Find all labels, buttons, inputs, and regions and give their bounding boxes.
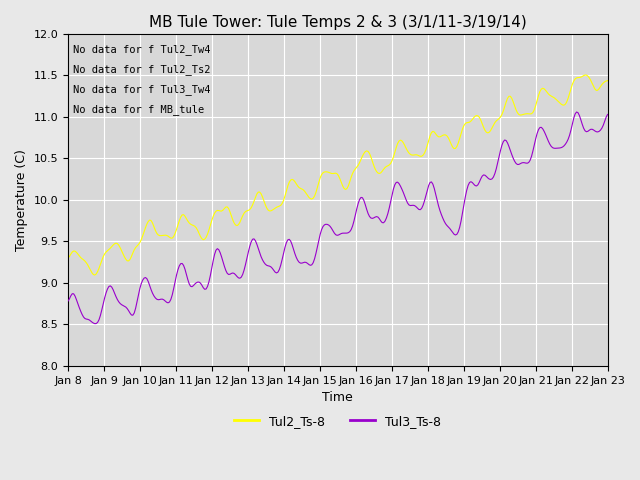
Legend: Tul2_Ts-8, Tul3_Ts-8: Tul2_Ts-8, Tul3_Ts-8 — [229, 410, 446, 433]
Title: MB Tule Tower: Tule Temps 2 & 3 (3/1/11-3/19/14): MB Tule Tower: Tule Temps 2 & 3 (3/1/11-… — [149, 15, 527, 30]
Y-axis label: Temperature (C): Temperature (C) — [15, 149, 28, 251]
Text: No data for f Tul3_Tw4: No data for f Tul3_Tw4 — [74, 84, 211, 95]
Text: No data for f Tul2_Ts2: No data for f Tul2_Ts2 — [74, 64, 211, 75]
X-axis label: Time: Time — [323, 391, 353, 404]
Text: No data for f MB_tule: No data for f MB_tule — [74, 104, 205, 115]
Text: No data for f Tul2_Tw4: No data for f Tul2_Tw4 — [74, 44, 211, 55]
